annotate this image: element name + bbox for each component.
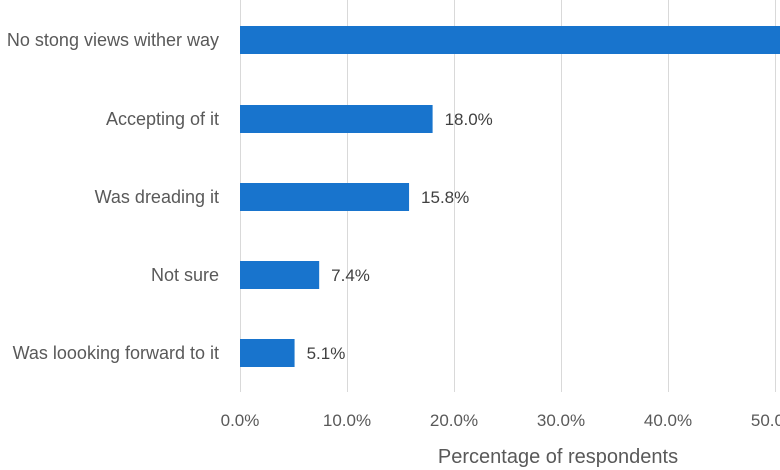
x-tick-label: 20.0% [430, 411, 478, 430]
category-label: Was dreading it [95, 187, 219, 207]
data-label: 15.8% [421, 188, 469, 207]
x-tick-label: 40.0% [644, 411, 692, 430]
x-tick-label: 0.0% [221, 411, 260, 430]
category-label: No stong views wither way [7, 30, 219, 50]
x-axis-title: Percentage of respondents [438, 446, 678, 468]
gridlines [240, 0, 776, 392]
data-labels: 53.7%18.0%15.8%7.4%5.1% [307, 110, 493, 363]
data-label: 18.0% [445, 110, 493, 129]
bar [240, 261, 320, 289]
x-tick-label: 10.0% [323, 411, 371, 430]
bar [240, 105, 433, 133]
value-axis: 0.0%10.0%20.0%30.0%40.0%50.0%60.0% [221, 411, 780, 430]
data-label: 7.4% [331, 266, 370, 285]
bar [240, 26, 780, 54]
data-label: 5.1% [307, 344, 346, 363]
category-axis: No stong views wither way Accepting of it… [7, 30, 219, 363]
x-tick-label: 30.0% [537, 411, 585, 430]
category-label: Not sure [151, 265, 219, 285]
x-tick-label: 50.0% [751, 411, 780, 430]
bar-series [240, 26, 780, 367]
bar [240, 183, 410, 211]
category-label: Accepting of it [106, 109, 219, 129]
bar [240, 339, 295, 367]
category-label: Was loooking forward to it [13, 343, 219, 363]
